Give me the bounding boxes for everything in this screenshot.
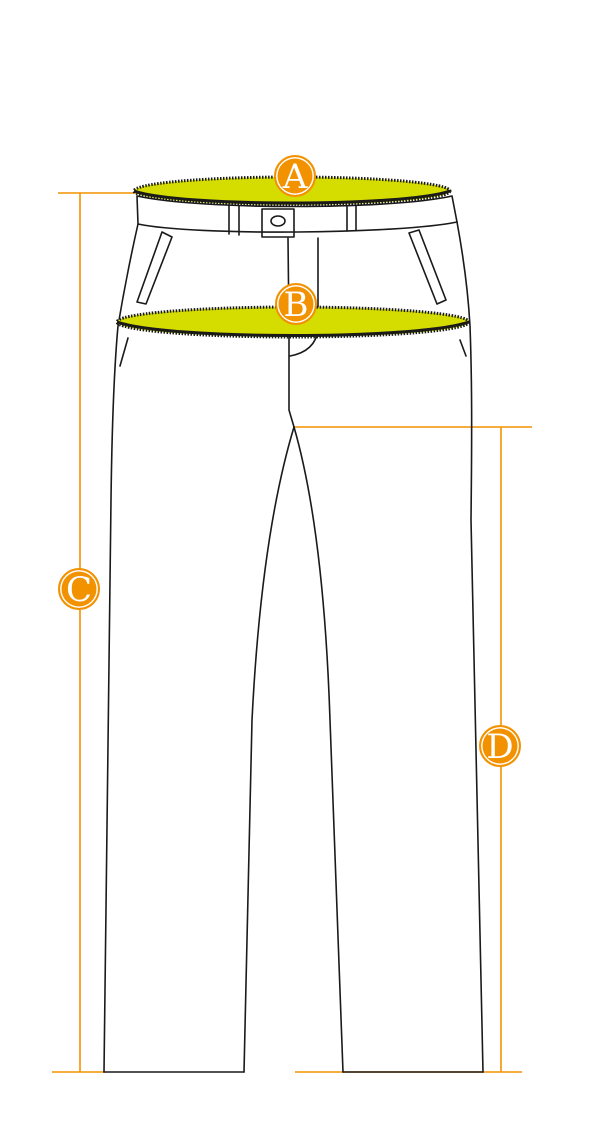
badge-hip: B — [275, 283, 317, 325]
trousers-outline — [103, 195, 484, 1073]
badge-waist: A — [274, 155, 316, 197]
badge-length: C — [58, 568, 100, 610]
pocket-right-edge — [408, 229, 447, 305]
pocket-left-edge — [136, 231, 173, 305]
badge-waist-letter: A — [282, 157, 308, 197]
button-tab — [261, 208, 295, 238]
badge-length-letter: C — [65, 570, 92, 610]
outer-seam-right — [456, 221, 484, 1073]
inseam-left — [243, 426, 295, 1073]
badge-inseam: D — [479, 725, 521, 767]
pocket-left-lower — [119, 337, 129, 367]
outer-seam-left — [103, 223, 139, 1073]
badge-hip-letter: B — [283, 285, 309, 325]
inseam-right — [293, 426, 344, 1073]
badge-inseam-letter: D — [486, 727, 514, 767]
waist-button — [270, 215, 286, 227]
pocket-right-lower — [459, 339, 467, 357]
